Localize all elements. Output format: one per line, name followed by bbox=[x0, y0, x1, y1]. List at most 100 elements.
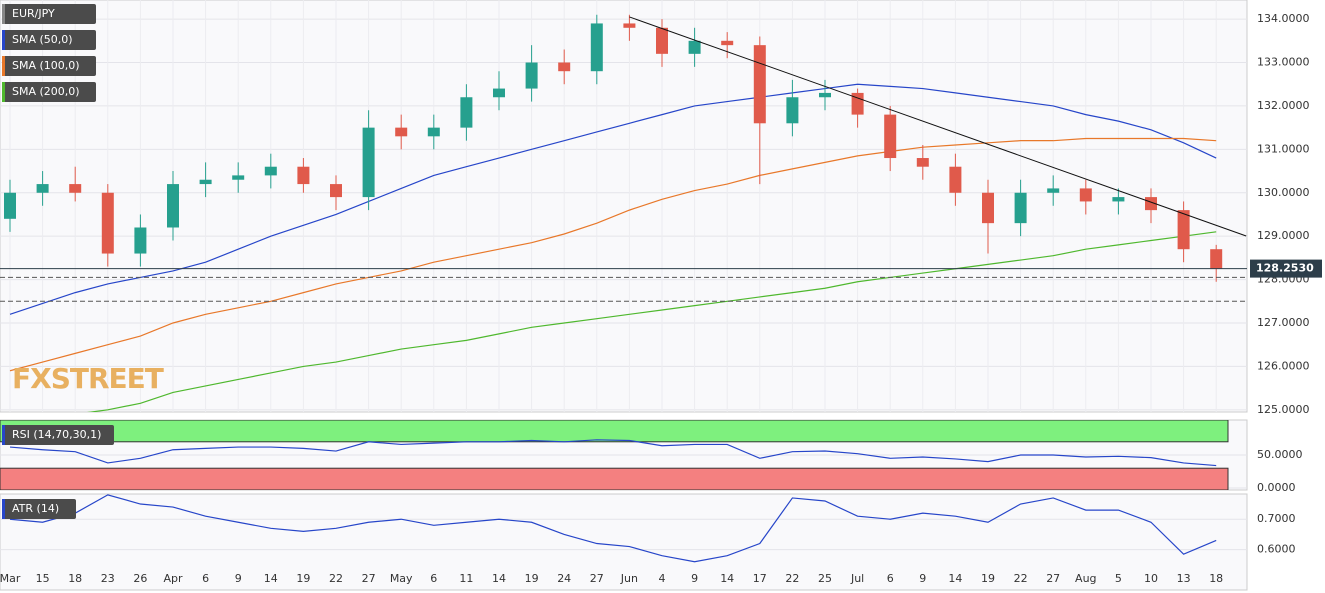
x-tick-label: 6 bbox=[430, 572, 437, 585]
x-tick-label: 18 bbox=[68, 572, 82, 585]
x-tick-label: 19 bbox=[296, 572, 310, 585]
x-tick-label: Mar bbox=[0, 572, 21, 585]
candle-body bbox=[232, 175, 245, 180]
y-tick-label: 50.0000 bbox=[1257, 448, 1303, 461]
y-tick-label: 134.0000 bbox=[1257, 12, 1310, 25]
candle-body bbox=[167, 184, 179, 228]
x-tick-label: 26 bbox=[133, 572, 147, 585]
price-tag bbox=[1250, 259, 1322, 278]
y-tick-label: 0.0000 bbox=[1257, 481, 1296, 494]
legend-label: EUR/JPY bbox=[12, 7, 55, 20]
y-tick-label: 129.0000 bbox=[1257, 229, 1310, 242]
sma-line bbox=[86, 231, 1217, 412]
x-tick-label: 27 bbox=[362, 572, 376, 585]
candle-body bbox=[590, 23, 603, 72]
x-tick-label: 22 bbox=[785, 572, 799, 585]
candle-body bbox=[330, 184, 342, 198]
legend-swatch bbox=[2, 425, 5, 445]
x-tick-label: 13 bbox=[1177, 572, 1191, 585]
candle-body bbox=[1145, 197, 1157, 211]
x-tick-label: Aug bbox=[1075, 572, 1096, 585]
x-tick-label: 25 bbox=[818, 572, 832, 585]
legend-swatch bbox=[2, 499, 5, 519]
x-tick-label: 11 bbox=[459, 572, 473, 585]
candle-body bbox=[395, 127, 408, 137]
candle-body bbox=[1047, 188, 1060, 193]
x-tick-label: 15 bbox=[36, 572, 50, 585]
candle-body bbox=[721, 40, 734, 46]
logo: FXSTREET bbox=[12, 362, 164, 395]
candle-body bbox=[656, 27, 668, 54]
legend-label: SMA (200,0) bbox=[12, 85, 80, 98]
x-tick-label: Jun bbox=[620, 572, 638, 585]
x-tick-label: 18 bbox=[1209, 572, 1223, 585]
trendline bbox=[629, 16, 1247, 237]
candle-body bbox=[134, 227, 147, 254]
x-tick-label: 5 bbox=[1115, 572, 1122, 585]
sma-line bbox=[9, 83, 1217, 315]
y-tick-label: 133.0000 bbox=[1257, 56, 1310, 69]
x-tick-label: 17 bbox=[753, 572, 767, 585]
candle-body bbox=[525, 62, 538, 89]
x-tick-label: Jul bbox=[850, 572, 864, 585]
candle-body bbox=[362, 127, 375, 198]
candle-body bbox=[1014, 192, 1027, 224]
y-tick-label: 125.0000 bbox=[1257, 403, 1310, 416]
y-tick-label: 130.0000 bbox=[1257, 186, 1310, 199]
indicator-line bbox=[9, 439, 1217, 467]
legend-box bbox=[2, 425, 114, 445]
candle-body bbox=[460, 97, 473, 128]
x-tick-label: 19 bbox=[525, 572, 539, 585]
candle-body bbox=[558, 62, 571, 72]
x-tick-label: 4 bbox=[659, 572, 666, 585]
legend-box bbox=[2, 30, 96, 50]
legend-swatch bbox=[2, 30, 5, 50]
legend-label: RSI (14,70,30,1) bbox=[12, 428, 101, 441]
x-tick-label: 19 bbox=[981, 572, 995, 585]
y-tick-label: 131.0000 bbox=[1257, 142, 1310, 155]
candle-body bbox=[753, 45, 766, 124]
y-tick-label: 0.7000 bbox=[1257, 512, 1296, 525]
candle-body bbox=[916, 158, 929, 167]
x-tick-label: 9 bbox=[235, 572, 242, 585]
atr-panel bbox=[0, 493, 1248, 591]
x-tick-label: 6 bbox=[202, 572, 209, 585]
x-tick-label: 23 bbox=[101, 572, 115, 585]
legend-swatch bbox=[2, 82, 5, 102]
x-tick-label: 22 bbox=[329, 572, 343, 585]
price-tag-label: 128.2530 bbox=[1256, 262, 1314, 275]
candle-body bbox=[851, 92, 864, 115]
legend-box bbox=[2, 499, 76, 519]
candle-body bbox=[1079, 188, 1092, 202]
candle-body bbox=[884, 114, 897, 159]
x-tick-label: 27 bbox=[590, 572, 604, 585]
candle-body bbox=[199, 179, 212, 185]
indicator-line bbox=[9, 494, 1217, 563]
candle-body bbox=[427, 127, 440, 137]
candle-body bbox=[4, 192, 16, 219]
legend-box bbox=[2, 82, 96, 102]
candle-body bbox=[101, 192, 114, 254]
candle-body bbox=[1177, 210, 1190, 250]
oversold-band bbox=[0, 467, 1229, 490]
legend-label: ATR (14) bbox=[12, 502, 59, 515]
legend-box bbox=[2, 56, 96, 76]
x-tick-label: 14 bbox=[264, 572, 278, 585]
legend-label: SMA (50,0) bbox=[12, 33, 73, 46]
legend-swatch bbox=[2, 56, 5, 76]
y-tick-label: 0.6000 bbox=[1257, 543, 1296, 556]
x-tick-label: 24 bbox=[557, 572, 571, 585]
candle-body bbox=[36, 184, 49, 193]
sma-line bbox=[9, 137, 1217, 372]
candle-body bbox=[786, 97, 799, 124]
candle-body bbox=[949, 166, 962, 193]
x-tick-label: 14 bbox=[720, 572, 734, 585]
price-panel bbox=[0, 0, 1248, 413]
candle-body bbox=[493, 88, 505, 98]
candle-body bbox=[1210, 249, 1223, 269]
candle-body bbox=[688, 40, 701, 54]
candle-body bbox=[982, 192, 994, 224]
x-tick-label: 6 bbox=[887, 572, 894, 585]
y-tick-label: 127.0000 bbox=[1257, 316, 1310, 329]
x-tick-label: 9 bbox=[919, 572, 926, 585]
